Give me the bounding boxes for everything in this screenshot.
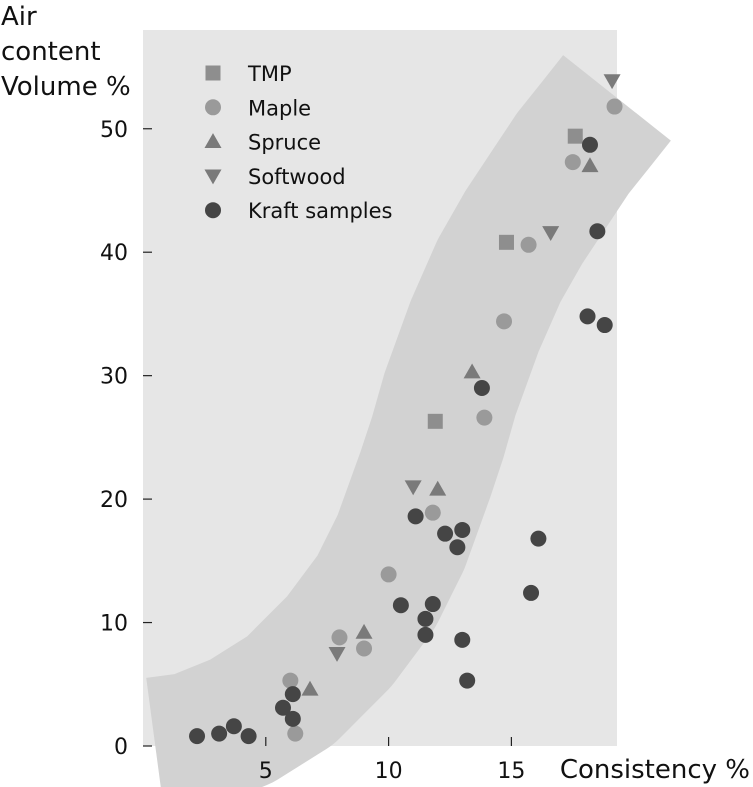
legend-item: TMP: [205, 62, 292, 86]
data-point: [437, 525, 454, 542]
y-axis-ticks: 0 10 20 30 40 50: [100, 118, 152, 760]
legend-item: Maple: [205, 96, 311, 120]
data-point: [331, 629, 348, 646]
series-maple: [282, 98, 623, 742]
data-point: [417, 626, 434, 643]
data-point: [407, 508, 424, 525]
data-point: [449, 539, 466, 556]
data-point: [284, 686, 301, 703]
data-point: [564, 154, 581, 171]
data-point: [427, 413, 443, 429]
legend-label: Spruce: [248, 131, 321, 155]
legend-label: TMP: [247, 62, 292, 86]
data-point: [328, 647, 346, 662]
data-point: [240, 728, 257, 745]
legend-label: Kraft samples: [248, 199, 393, 223]
legend: TMP Maple Spruce Softwood Kraft samples: [204, 62, 393, 223]
data-point: [496, 313, 513, 330]
legend-label: Softwood: [248, 165, 346, 189]
legend-item: Kraft samples: [205, 199, 393, 223]
data-point: [454, 631, 471, 648]
y-tick-label: 40: [100, 241, 128, 266]
data-point: [301, 680, 319, 696]
y-axis-label: Air content Volume %: [1, 2, 131, 102]
data-point: [567, 128, 583, 144]
x-tick-label: 10: [375, 759, 403, 784]
data-point: [284, 710, 301, 727]
data-point: [473, 380, 490, 396]
data-point: [581, 157, 599, 173]
y-tick-label: 20: [100, 488, 128, 513]
data-point: [476, 409, 493, 426]
data-point: [424, 596, 441, 613]
y-tick-label: 0: [114, 735, 128, 760]
data-point: [189, 728, 206, 745]
data-point: [392, 597, 409, 614]
data-points: [189, 74, 623, 745]
data-point: [380, 566, 397, 583]
legend-swatch: [204, 169, 222, 185]
data-point: [520, 236, 537, 253]
data-point: [211, 725, 228, 742]
x-axis-label: Consistency %: [560, 755, 750, 785]
data-point: [282, 672, 299, 689]
data-point: [459, 672, 476, 689]
data-point: [606, 98, 623, 115]
y-axis-label-line: Air: [1, 2, 37, 32]
data-point: [579, 308, 596, 325]
legend-swatch: [205, 99, 221, 116]
data-point: [225, 718, 242, 735]
legend-label: Maple: [248, 96, 311, 120]
x-tick-label: 5: [259, 759, 273, 784]
series-kraft-samples: [189, 136, 613, 745]
data-point: [542, 226, 560, 241]
data-point: [596, 317, 613, 334]
series-tmp: [427, 128, 583, 429]
data-point: [454, 521, 471, 538]
data-point: [530, 530, 547, 547]
data-point: [463, 363, 481, 379]
data-point: [274, 699, 291, 716]
y-axis-label-line: content: [1, 37, 101, 67]
legend-item: Spruce: [204, 131, 321, 155]
data-point: [287, 725, 304, 742]
y-tick-label: 30: [100, 365, 128, 390]
legend-item: Softwood: [204, 165, 346, 189]
data-point: [581, 136, 598, 153]
data-point: [589, 223, 606, 240]
data-point: [355, 623, 373, 639]
trend-band: [123, 53, 671, 787]
legend-swatch: [205, 65, 221, 81]
data-point: [404, 480, 422, 496]
legend-swatch: [204, 133, 222, 148]
data-point: [498, 234, 514, 250]
series-softwood: [328, 74, 621, 662]
data-point: [523, 584, 540, 601]
y-tick-label: 50: [100, 118, 128, 143]
y-axis-label-line: Volume %: [1, 72, 131, 102]
x-axis-ticks: 5 10 15: [259, 737, 525, 784]
data-point: [356, 640, 373, 657]
y-tick-label: 10: [100, 612, 128, 637]
data-point: [424, 504, 441, 521]
data-point: [429, 480, 447, 496]
series-spruce: [301, 157, 599, 696]
legend-swatch: [205, 202, 221, 219]
trend-band-path: [123, 53, 671, 787]
data-point: [417, 610, 434, 627]
x-tick-label: 15: [497, 759, 525, 784]
data-point: [603, 74, 621, 90]
